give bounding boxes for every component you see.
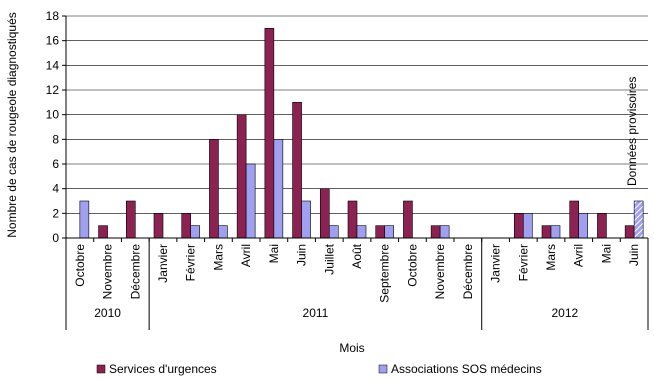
bar-sos-9 bbox=[328, 225, 339, 239]
legend-label-sos: Associations SOS médecins bbox=[391, 362, 542, 376]
bar-emergency-13 bbox=[430, 225, 441, 239]
bar-sos-7 bbox=[273, 139, 284, 239]
bar-emergency-19 bbox=[597, 213, 607, 239]
x-tick-label-month: Juin bbox=[295, 244, 309, 266]
bar-emergency-10 bbox=[347, 200, 358, 239]
x-axis-label: Mois bbox=[339, 341, 364, 355]
legend-swatch-emergency bbox=[96, 364, 106, 374]
provisional-data-annotation: Données provisoires bbox=[625, 77, 639, 186]
bar-emergency-4 bbox=[181, 213, 192, 239]
bar-sos-0 bbox=[79, 200, 90, 239]
bar-emergency-6 bbox=[236, 114, 247, 239]
x-tick-label-month: Avril bbox=[572, 244, 586, 267]
bar-sos-18 bbox=[578, 213, 589, 239]
bar-emergency-9 bbox=[319, 188, 330, 239]
bar-sos-4 bbox=[190, 225, 201, 239]
bars bbox=[79, 28, 644, 239]
bar-emergency-11 bbox=[375, 225, 386, 239]
x-tick-label-month: Novembre bbox=[101, 244, 115, 300]
y-tick-label: 4 bbox=[52, 182, 59, 196]
bar-sos-6 bbox=[245, 163, 256, 239]
x-tick-label-month: Décembre bbox=[461, 244, 475, 300]
legend-label-emergency: Services d'urgences bbox=[109, 362, 217, 376]
year-label: 2012 bbox=[552, 306, 579, 320]
bar-emergency-18 bbox=[569, 200, 580, 239]
x-tick-label-month: Août bbox=[350, 243, 364, 268]
y-tick-label: 0 bbox=[52, 231, 59, 245]
bar-emergency-20 bbox=[624, 225, 635, 239]
y-tick-label: 18 bbox=[46, 9, 60, 23]
grid-lines bbox=[66, 15, 648, 214]
x-tick-label-month: Décembre bbox=[128, 244, 142, 300]
bar-emergency-17 bbox=[541, 225, 552, 239]
y-tick-label: 14 bbox=[46, 58, 60, 72]
bar-sos-20 bbox=[633, 200, 644, 239]
x-tick-label-month: Mars bbox=[211, 244, 225, 271]
x-tick-label-month: Janvier bbox=[489, 244, 503, 283]
x-tick-label-month: Novembre bbox=[433, 244, 447, 300]
x-tick-label-month: Mai bbox=[267, 244, 281, 263]
y-tick-label: 16 bbox=[46, 34, 60, 48]
year-label: 2011 bbox=[303, 306, 329, 320]
bar-emergency-5 bbox=[209, 139, 219, 239]
bar-sos-13 bbox=[439, 225, 450, 239]
legend: Services d'urgences Associations SOS méd… bbox=[96, 362, 542, 376]
bar-emergency-8 bbox=[292, 102, 302, 239]
y-tick-label: 10 bbox=[46, 108, 60, 122]
bar-emergency-12 bbox=[403, 200, 413, 239]
bar-sos-16 bbox=[522, 213, 533, 239]
x-tick-label-month: Octobre bbox=[73, 244, 87, 287]
y-tick-label: 2 bbox=[52, 206, 59, 220]
legend-swatch-sos bbox=[378, 364, 388, 374]
bar-sos-10 bbox=[356, 225, 367, 239]
bar-emergency-3 bbox=[153, 213, 164, 239]
y-axis-label: Nombre de cas de rougeole diagnostiqués bbox=[5, 12, 19, 237]
x-tick-label-month: Février bbox=[516, 244, 530, 281]
x-tick-label-month: Juillet bbox=[322, 243, 336, 274]
bar-emergency-7 bbox=[264, 28, 275, 239]
x-tick-label-month: Juin bbox=[627, 244, 641, 266]
bar-sos-17 bbox=[550, 225, 561, 239]
bar-emergency-16 bbox=[513, 213, 524, 239]
x-tick-label-month: Mai bbox=[599, 244, 613, 263]
bar-sos-8 bbox=[301, 200, 311, 239]
x-tick-label-month: Septembre bbox=[378, 244, 392, 303]
x-tick-label-month: Avril bbox=[239, 244, 253, 267]
axes: 0 2 4 6 8 10 12 14 16 18 Octobre Novembre Décembre Ja… bbox=[46, 9, 649, 330]
bar-sos-5 bbox=[218, 225, 228, 239]
year-label: 2010 bbox=[94, 306, 121, 320]
y-tick-label: 12 bbox=[46, 83, 60, 97]
x-tick-label-month: Février bbox=[184, 244, 198, 281]
bar-emergency-1 bbox=[98, 225, 108, 239]
bar-emergency-2 bbox=[125, 200, 136, 239]
bar-sos-11 bbox=[384, 225, 395, 239]
x-tick-label-month: Janvier bbox=[156, 244, 170, 283]
x-tick-label-month: Octobre bbox=[405, 244, 419, 287]
y-tick-label: 8 bbox=[52, 132, 59, 146]
x-tick-label-month: Mars bbox=[544, 244, 558, 271]
y-tick-label: 6 bbox=[52, 157, 59, 171]
